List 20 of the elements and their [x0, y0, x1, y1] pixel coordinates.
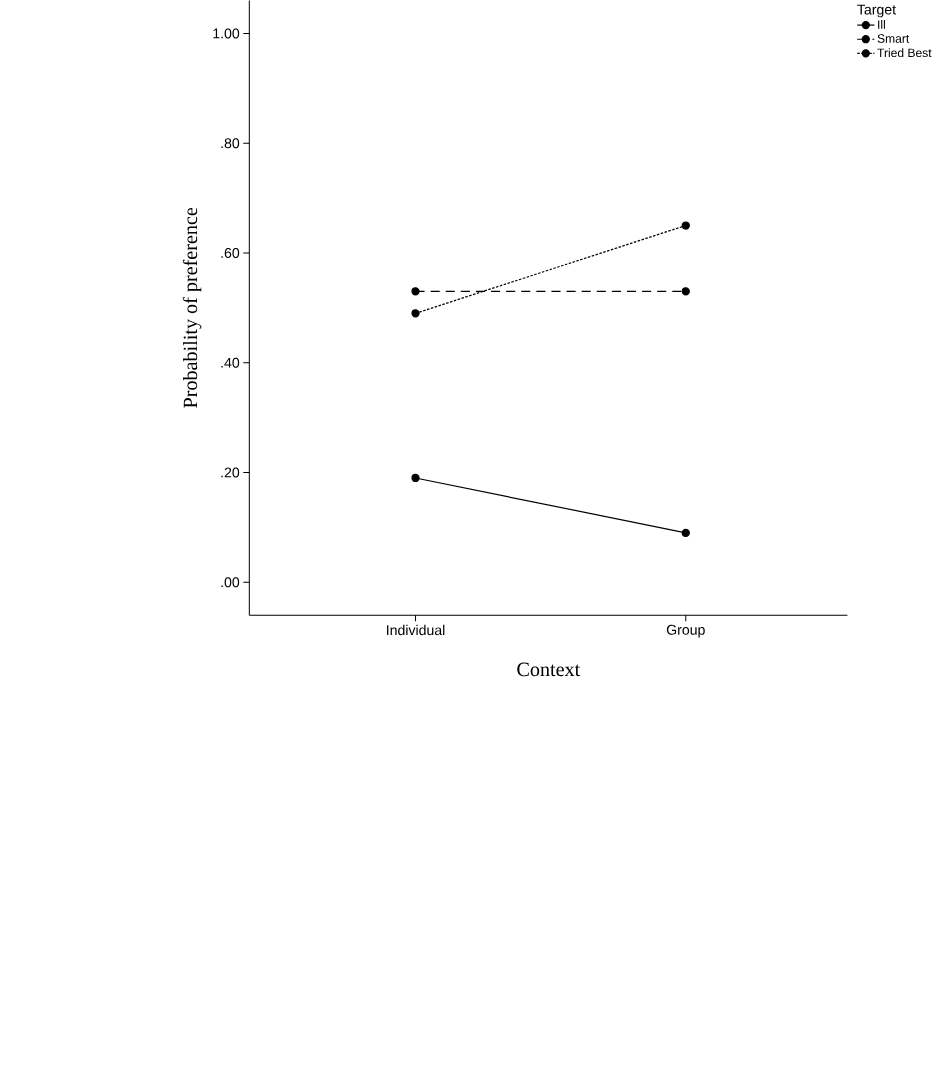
y-tick-label: .00	[221, 577, 240, 588]
point	[681, 287, 691, 296]
point	[411, 309, 420, 318]
legend-label: Tried Best	[877, 48, 932, 58]
point	[411, 287, 420, 296]
point	[681, 528, 691, 538]
legend-label: Ill	[878, 19, 886, 29]
y-tick-label: 1.00	[213, 28, 240, 39]
y-tick-label: .40	[221, 357, 240, 368]
y-tick-label: .60	[221, 247, 240, 258]
legend-label: Smart	[877, 34, 910, 43]
x-tick-label: Individual	[387, 624, 445, 636]
point	[681, 221, 691, 230]
y-tick-label: .80	[221, 138, 240, 149]
x-axis-title: Context	[517, 662, 581, 677]
y-tick-label: .20	[221, 467, 240, 478]
legend-title: Target	[857, 4, 897, 18]
point	[411, 473, 420, 483]
x-tick-label: Group	[667, 624, 705, 638]
y-axis-title: Probability of preference	[182, 207, 202, 408]
